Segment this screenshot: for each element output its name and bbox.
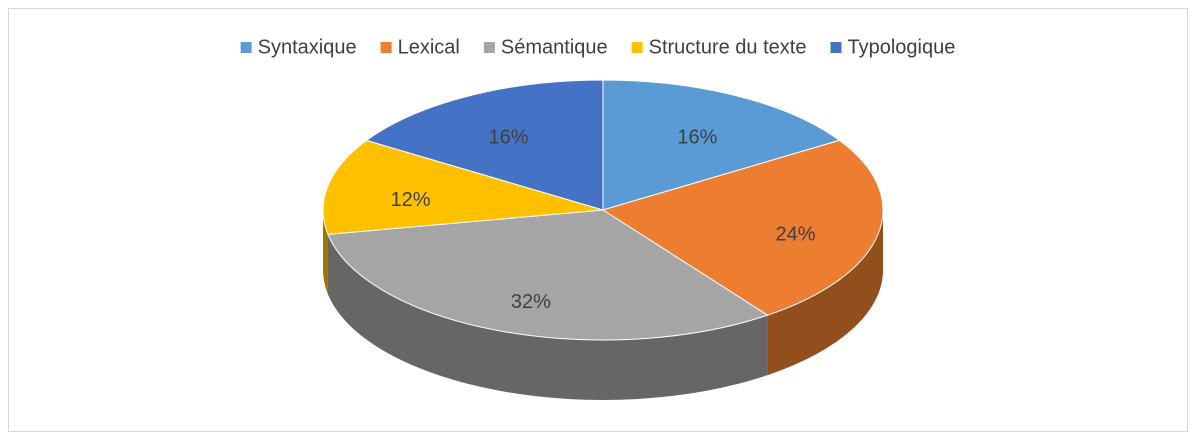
legend-swatch xyxy=(483,42,495,53)
data-label: 32% xyxy=(511,291,551,313)
data-label: 12% xyxy=(390,189,430,211)
slice-side xyxy=(327,234,768,400)
slice xyxy=(365,79,604,211)
slice xyxy=(602,79,841,211)
data-label: 16% xyxy=(489,127,529,149)
legend-label: Structure du texte xyxy=(649,36,807,58)
data-label: 24% xyxy=(776,223,816,245)
legend-label: Sémantique xyxy=(501,36,608,58)
slice xyxy=(601,139,884,316)
slice xyxy=(322,139,604,235)
slice xyxy=(327,209,769,341)
legend-swatch xyxy=(830,42,842,53)
legend-label: Syntaxique xyxy=(258,36,357,58)
slice-side xyxy=(323,210,328,295)
slice-side xyxy=(767,210,884,376)
legend-label: Typologique xyxy=(847,36,955,58)
legend-swatch xyxy=(240,42,252,53)
data-label: 16% xyxy=(677,127,717,149)
legend-swatch xyxy=(380,42,392,53)
legend-label: Lexical xyxy=(398,36,460,58)
legend-swatch xyxy=(631,42,643,53)
